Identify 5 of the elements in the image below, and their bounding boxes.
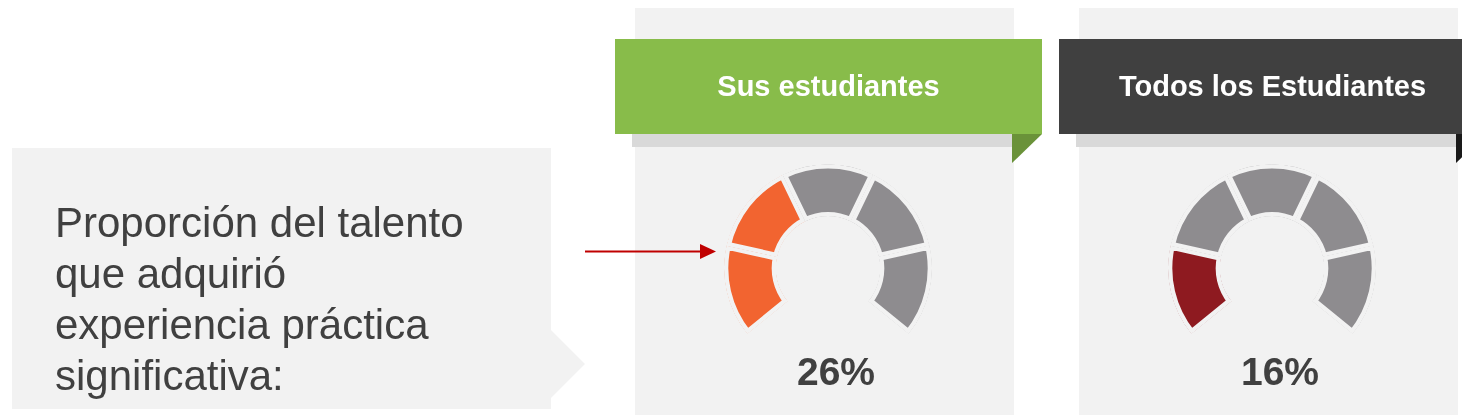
- text: 26%: [796, 350, 876, 393]
- chart-title: Todos los Estudiantes: [1118, 70, 1427, 103]
- chart-title: Sus estudiantes: [717, 70, 940, 103]
- text: Proporción del talento que adquirió experiencia práctica significativa:: [55, 199, 464, 399]
- text: 16%: [1240, 350, 1320, 393]
